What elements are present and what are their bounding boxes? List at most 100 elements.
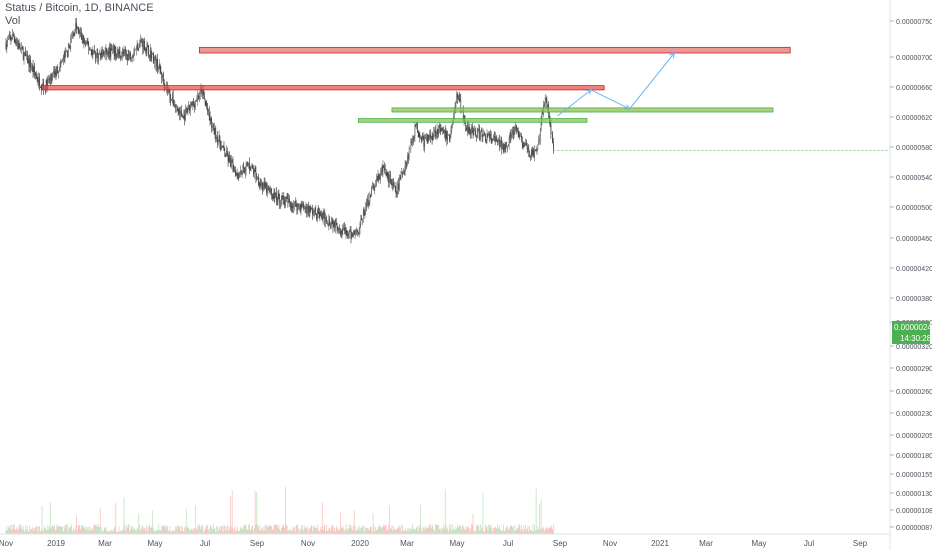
candle-body — [401, 173, 403, 175]
candle-body — [132, 55, 134, 58]
candle-body — [407, 155, 408, 164]
candle-body — [227, 155, 229, 162]
candle-body — [199, 90, 201, 97]
volume-bar — [348, 524, 350, 534]
projection-path[interactable] — [557, 52, 676, 117]
volume-bar — [168, 530, 170, 534]
volume-bar — [239, 526, 241, 534]
candle-body — [243, 165, 244, 168]
candle-body — [417, 132, 419, 134]
volume-bar — [152, 510, 154, 534]
candle-body — [372, 186, 374, 187]
volume-bar — [486, 526, 488, 534]
candle-body — [213, 124, 214, 126]
candle-body — [253, 169, 254, 175]
volume-bar — [189, 529, 190, 534]
zone-resistance-mid[interactable] — [41, 85, 605, 91]
candle-body — [163, 79, 165, 87]
candle-body — [416, 122, 417, 127]
candle-body — [76, 28, 78, 30]
volume-bar — [365, 527, 367, 534]
candle-body — [256, 178, 258, 180]
candle-body — [287, 198, 289, 203]
volume-bar — [439, 528, 441, 534]
candle-body — [65, 51, 67, 52]
candle-body — [40, 87, 42, 89]
candle-body — [379, 178, 380, 180]
volume-bar — [263, 525, 265, 534]
candle-body — [290, 204, 292, 209]
volume-bar — [210, 525, 212, 534]
candle-body — [422, 136, 424, 140]
candle-body — [415, 125, 417, 127]
candle-body — [285, 197, 287, 199]
volume-bar — [230, 526, 232, 534]
candle-body — [170, 97, 172, 101]
candle-body — [360, 218, 362, 224]
candle-body — [494, 137, 496, 141]
volume-bar — [21, 530, 23, 534]
candle-body — [27, 53, 28, 64]
candle-body — [206, 104, 208, 109]
volume-bar — [406, 530, 408, 534]
volume-bar — [116, 531, 118, 534]
price-tick-label: 0.00000155 — [896, 472, 932, 479]
candle-body — [303, 203, 304, 209]
candle-body — [319, 212, 321, 219]
volume-bar — [113, 528, 115, 534]
candle-body — [17, 42, 18, 44]
candle-body — [158, 68, 159, 70]
volume-bar — [201, 524, 203, 534]
volume-indicator-label[interactable]: Vol — [5, 15, 21, 27]
volume-bar — [358, 525, 360, 534]
volume-bar — [212, 529, 213, 534]
candle-body — [36, 75, 37, 77]
candle-body — [525, 142, 526, 146]
candle-body — [500, 140, 502, 145]
candle-body — [544, 104, 545, 106]
candle-body — [511, 134, 512, 138]
volume-bar — [108, 531, 109, 534]
volume-bar — [522, 531, 524, 534]
volume-bar — [373, 525, 375, 534]
volume-bar — [142, 526, 144, 534]
volume-bar — [83, 525, 85, 534]
candle-body — [440, 128, 442, 133]
candle-body — [184, 114, 185, 121]
volume-bar — [257, 524, 258, 534]
candle-body — [195, 100, 197, 102]
volume-bar — [224, 525, 226, 534]
time-tick-label: 2019 — [47, 539, 65, 548]
volume-bar — [48, 529, 50, 534]
volume-bar — [175, 526, 177, 534]
candle-body — [503, 144, 505, 152]
candle-body — [414, 125, 416, 137]
zone-support-lower[interactable] — [357, 118, 588, 123]
candle-body — [493, 136, 494, 141]
candle-body — [437, 128, 439, 136]
volume-bar — [448, 531, 449, 534]
volume-bar — [268, 525, 270, 534]
candle-body — [154, 57, 156, 59]
candle-body — [404, 165, 406, 173]
candle-body — [373, 186, 375, 191]
candle-body — [73, 32, 75, 36]
volume-bar — [330, 527, 332, 534]
candle-body — [299, 205, 300, 207]
candle-body — [225, 155, 226, 157]
candle-body — [296, 207, 298, 211]
candle-body — [204, 99, 206, 103]
candle-body — [405, 161, 407, 166]
volume-bar — [408, 531, 410, 534]
candle-body — [547, 104, 548, 108]
candle-body — [281, 195, 283, 199]
zone-resistance-top[interactable] — [198, 46, 791, 54]
candle-body — [518, 134, 520, 137]
zone-support-upper[interactable] — [391, 107, 774, 113]
candle-body — [397, 183, 398, 193]
candle-body — [367, 198, 368, 206]
volume-bar — [281, 526, 283, 534]
volume-bar — [312, 526, 314, 534]
candle-body — [394, 185, 396, 187]
